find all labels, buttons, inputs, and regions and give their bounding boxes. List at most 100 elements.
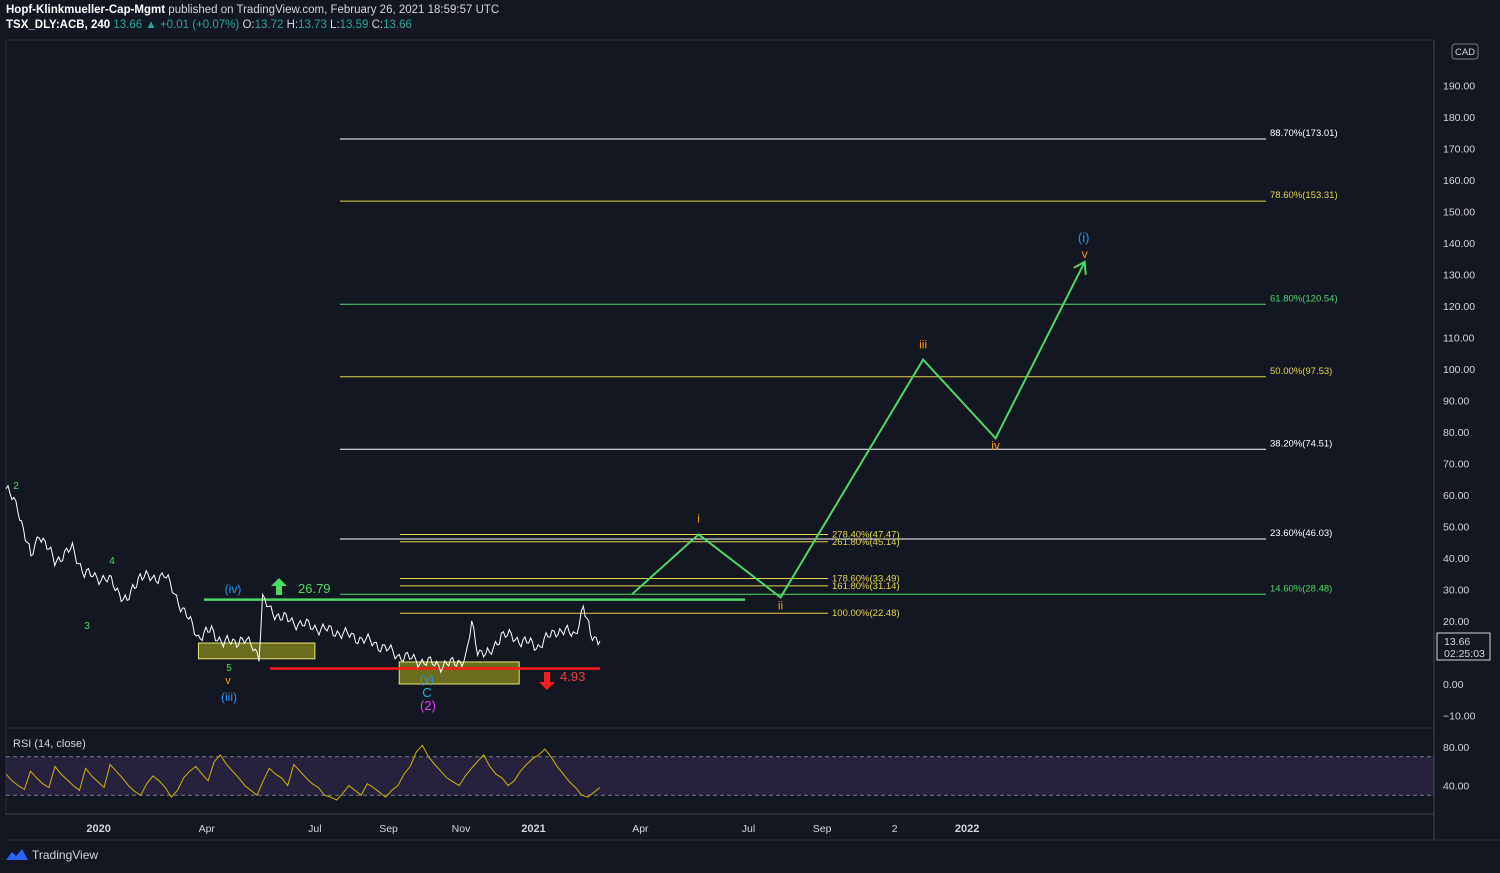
price-layer (5, 484, 601, 674)
last-price: 13.66 (113, 19, 143, 31)
axis-layer: −10.000.0010.0020.0030.0040.0050.0060.00… (86, 81, 1475, 836)
rsi-tick-label-0: 40.00 (1443, 781, 1469, 793)
y-tick-label-6: 50.00 (1443, 522, 1469, 534)
x-tick-label-10: 2022 (955, 823, 979, 835)
wave-label-8: C (422, 685, 431, 700)
wave-label-5: (iii) (221, 690, 237, 704)
x-tick-label-2: Jul (308, 823, 321, 835)
y-tick-label-4: 30.00 (1443, 585, 1469, 597)
wave-labels-layer: 2 3 4 5v (iii) (iv) (v)C(2) (13, 481, 436, 713)
tradingview-logo-icon (6, 849, 28, 860)
x-tick-label-7: Jul (742, 823, 755, 835)
y-tick-label-10: 90.00 (1443, 396, 1469, 408)
fib-layer: 88.70%(173.01) 78.60%(153.31) 61.80%(120.5… (340, 128, 1338, 619)
wave-label-2: 4 (109, 556, 115, 567)
y-tick-label-12: 110.00 (1443, 333, 1474, 345)
projection-wave-label-2: iii (919, 338, 927, 352)
x-tick-label-3: Sep (379, 823, 398, 835)
wave-label-4: v (225, 675, 231, 687)
fib-extension-label-2: 178.60%(33.49) (832, 574, 900, 585)
fib-retracement-label-6: 14.60%(28.48) (1270, 583, 1332, 594)
rsi-layer (5, 744, 1434, 801)
x-tick-label-5: 2021 (521, 823, 545, 835)
price-tag-value: 13.66 (1444, 636, 1470, 648)
wave-label-7: (v) (420, 672, 434, 686)
y-tick-label-18: 170.00 (1443, 144, 1475, 156)
up-arrow-icon (271, 578, 287, 595)
high-label: H: (286, 19, 299, 31)
price-change: ▲ +0.01 (+0.07%) (145, 19, 240, 31)
y-tick-label-16: 150.00 (1443, 207, 1475, 219)
open-label: O: (242, 19, 255, 31)
y-tick-label-15: 140.00 (1443, 238, 1475, 250)
x-tick-label-9: 2 (892, 823, 898, 835)
close-value: 13.66 (383, 19, 412, 31)
fib-retracement-label-4: 38.20%(74.51) (1270, 438, 1332, 449)
footer: TradingView (6, 848, 98, 862)
rsi-line (5, 744, 601, 801)
fib-extension-label-3: 161.80%(31.14) (832, 581, 900, 592)
y-tick-label-9: 80.00 (1443, 427, 1469, 439)
x-tick-label-6: Apr (632, 823, 649, 835)
x-tick-label-8: Sep (813, 823, 832, 835)
open-value: 13.72 (254, 19, 284, 31)
fib-extension-label-4: 100.00%(22.48) (832, 608, 900, 619)
projection-target-label: (i) (1078, 230, 1090, 245)
fib-retracement-label-2: 61.80%(120.54) (1270, 293, 1338, 304)
low-label: L: (330, 19, 340, 31)
ohlc-line: TSX_DLY:ACB, 240 13.66 ▲ +0.01 (+0.07%) … (6, 18, 499, 33)
y-tick-label-13: 120.00 (1443, 301, 1475, 313)
x-tick-label-4: Nov (452, 823, 471, 835)
levels-layer: 26.79 4.93 (204, 578, 745, 690)
support-label: 4.93 (560, 669, 585, 684)
y-tick-label-0: −10.00 (1443, 711, 1476, 723)
footer-brand[interactable]: TradingView (32, 848, 99, 862)
price-tag-countdown: 02:25:03 (1444, 648, 1485, 660)
author-name[interactable]: Hopf-Klinkmueller-Cap-Mgmt (6, 4, 166, 16)
zones-layer (197, 642, 520, 685)
projection-arrowhead-icon (1073, 260, 1087, 275)
rsi-label: RSI (14, close) (13, 738, 86, 750)
y-tick-label-7: 60.00 (1443, 490, 1469, 502)
low-value: 13.59 (339, 19, 369, 31)
x-tick-label-1: Apr (199, 823, 216, 835)
chart-header: Hopf-Klinkmueller-Cap-Mgmt published on … (6, 3, 499, 33)
fib-retracement-label-0: 88.70%(173.01) (1270, 128, 1338, 139)
publish-info: published on TradingView.com, February 2… (168, 4, 500, 16)
projection-wave-label-0: i (697, 511, 700, 525)
y-tick-label-5: 40.00 (1443, 553, 1469, 565)
y-tick-label-14: 130.00 (1443, 270, 1475, 282)
fib-extension-label-1: 261.80%(45.14) (832, 537, 900, 548)
symbol-label[interactable]: TSX_DLY:ACB, 240 (6, 19, 111, 31)
y-tick-label-20: 190.00 (1443, 81, 1475, 93)
projection-path (631, 261, 1086, 599)
rsi-band (6, 756, 1434, 796)
fib-extension-label-0: 278.40%(47.47) (832, 529, 900, 540)
projection-wave-label-3: iv (991, 438, 1000, 452)
y-tick-label-17: 160.00 (1443, 175, 1475, 187)
wave-label-9: (2) (420, 698, 436, 713)
price-tag: 13.66 02:25:03 (1436, 632, 1491, 661)
wave-label-3: 5 (226, 663, 232, 674)
fib-retracement-label-3: 50.00%(97.53) (1270, 366, 1332, 377)
publish-line: Hopf-Klinkmueller-Cap-Mgmt published on … (6, 3, 499, 18)
wave-label-0: 2 (13, 481, 19, 492)
y-tick-label-11: 100.00 (1443, 364, 1475, 376)
projection-wave-label-1: ii (778, 598, 783, 612)
wave-label-6: (iv) (225, 582, 242, 596)
x-tick-label-0: 2020 (86, 823, 110, 835)
currency-badge[interactable]: CAD (1451, 43, 1479, 60)
y-tick-label-1: 0.00 (1443, 679, 1464, 691)
down-arrow-icon (539, 672, 555, 690)
fib-retracement-label-1: 78.60%(153.31) (1270, 190, 1338, 201)
y-tick-label-8: 70.00 (1443, 459, 1469, 471)
y-tick-label-3: 20.00 (1443, 616, 1469, 628)
price-series-line (5, 484, 601, 674)
fib-retracement-label-5: 23.60%(46.03) (1270, 528, 1332, 539)
rsi-tick-label-1: 80.00 (1443, 742, 1469, 754)
currency-label: CAD (1455, 47, 1475, 58)
resistance-label: 26.79 (298, 581, 331, 596)
high-value: 13.73 (298, 19, 327, 31)
